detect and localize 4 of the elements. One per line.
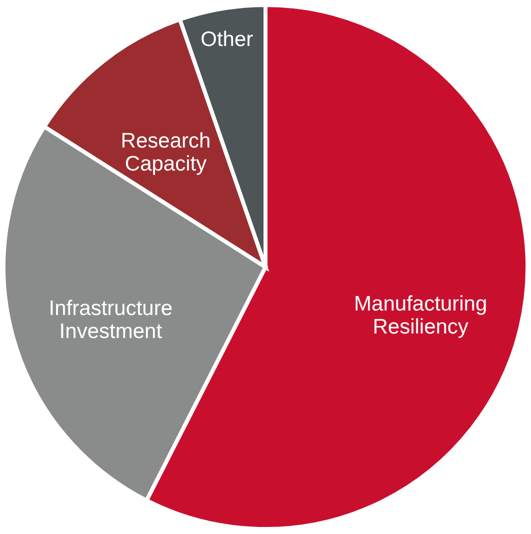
slice-label: Research Capacity [120, 130, 211, 176]
slice-label: Manufacturing Resiliency [354, 292, 488, 338]
slice-label: Infrastructure Investment [48, 297, 173, 344]
slice-label: Other [200, 28, 254, 52]
